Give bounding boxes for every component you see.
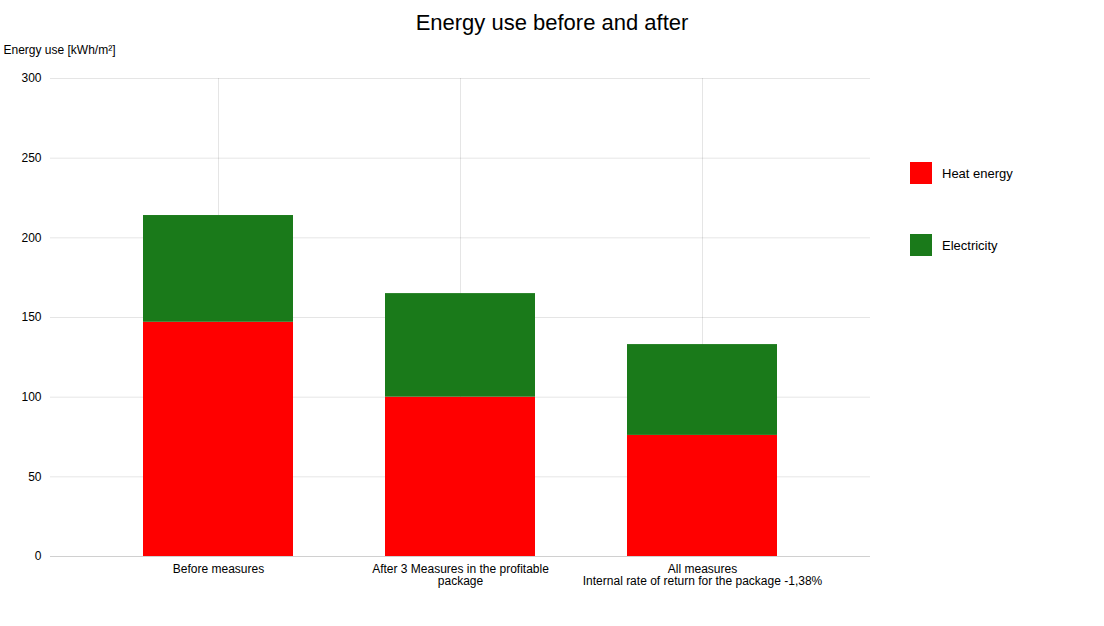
- svg-text:200: 200: [21, 231, 41, 245]
- svg-text:Energy use [kWh/m²]: Energy use [kWh/m²]: [4, 43, 116, 57]
- svg-text:0: 0: [35, 549, 42, 563]
- svg-text:100: 100: [21, 390, 41, 404]
- svg-text:After 3 Measures in the profit: After 3 Measures in the profitablepackag…: [372, 562, 549, 588]
- svg-text:150: 150: [21, 310, 41, 324]
- html-text:Electricity: Electricity: [942, 237, 998, 253]
- svg-text:All measuresInternal rate of r: All measuresInternal rate of return for …: [583, 562, 823, 588]
- svg-text:300: 300: [21, 71, 41, 85]
- svg-text:Before measures: Before measures: [173, 562, 264, 576]
- svg-text:50: 50: [28, 470, 42, 484]
- html-text:Energy use before and after: Energy use before and after: [415, 10, 689, 35]
- svg-text:250: 250: [21, 151, 41, 165]
- html-text:Heat energy: Heat energy: [942, 165, 1013, 181]
